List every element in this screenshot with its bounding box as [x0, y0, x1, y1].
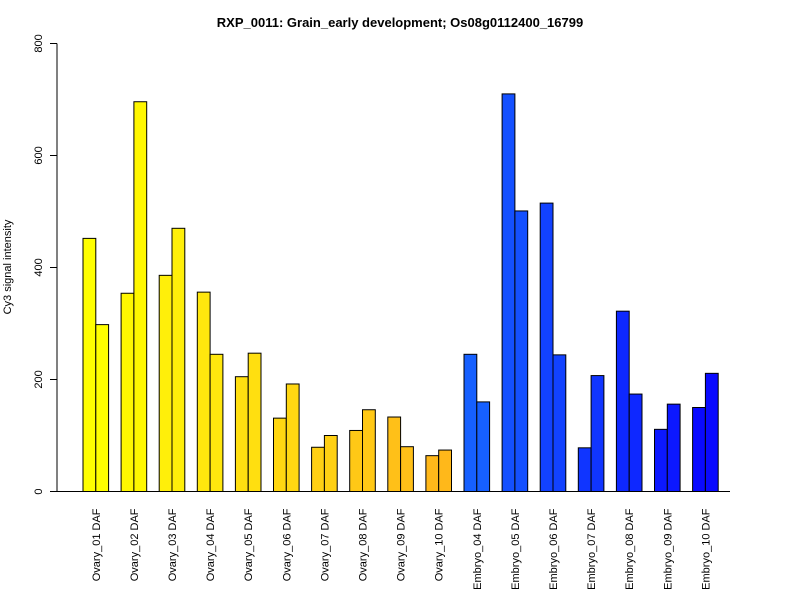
category-label: Embryo_07 DAF: [586, 508, 598, 590]
y-tick-label: 800: [33, 34, 45, 52]
category-label: Ovary_10 DAF: [434, 508, 446, 581]
bar: [476, 401, 491, 492]
y-axis-label: Cy3 signal intensity: [2, 219, 14, 314]
bar: [514, 210, 529, 492]
bar: [628, 393, 643, 492]
y-tick-label: 400: [33, 258, 45, 276]
bar: [539, 202, 554, 492]
bar: [82, 237, 97, 492]
bars: [82, 93, 719, 493]
bar: [577, 447, 592, 493]
category-label: Ovary_05 DAF: [243, 508, 255, 581]
y-tick-label: 0: [33, 488, 45, 494]
bar: [704, 372, 719, 492]
bar: [425, 455, 440, 493]
category-label: Embryo_09 DAF: [662, 508, 674, 590]
y-tick-label: 600: [33, 146, 45, 164]
category-labels: Ovary_01 DAF Ovary_02 DAF Ovary_03 DAF Ovar…: [91, 508, 713, 590]
category-label: Ovary_03 DAF: [167, 508, 179, 581]
bar: [311, 446, 325, 493]
bar: [133, 101, 148, 493]
bar: [209, 353, 224, 492]
bar: [654, 428, 668, 492]
bar: [234, 376, 249, 493]
bar: [387, 416, 402, 492]
bar: [692, 407, 706, 492]
bar: [323, 435, 338, 492]
bar: [666, 403, 681, 493]
bar: [400, 446, 414, 493]
y-tick-label: 200: [33, 370, 45, 388]
bar: [273, 417, 287, 493]
bar: [362, 409, 376, 492]
bar: [247, 352, 262, 492]
bar: [590, 375, 605, 492]
bar: [95, 324, 110, 492]
category-label: Embryo_08 DAF: [624, 508, 636, 590]
bar: [285, 383, 300, 493]
category-label: Ovary_07 DAF: [319, 508, 331, 581]
bar: [501, 93, 516, 493]
bar: [438, 449, 453, 492]
bar: [171, 227, 186, 493]
bar: [615, 310, 630, 492]
category-label: Ovary_08 DAF: [358, 508, 370, 581]
bar: [158, 274, 173, 492]
category-label: Embryo_06 DAF: [548, 508, 560, 590]
bar: [349, 429, 364, 492]
bar: [552, 354, 567, 492]
bar: [120, 292, 135, 493]
category-label: Ovary_09 DAF: [396, 508, 408, 581]
category-label: Ovary_06 DAF: [281, 508, 293, 581]
chart-title: RXP_0011: Grain_early development; Os08g…: [217, 15, 583, 30]
bar: [196, 291, 211, 493]
category-label: Ovary_04 DAF: [205, 508, 217, 581]
category-label: Embryo_04 DAF: [472, 508, 484, 590]
category-label: Embryo_05 DAF: [510, 508, 522, 590]
bar: [463, 353, 478, 492]
category-label: Embryo_10 DAF: [700, 508, 712, 590]
category-label: Ovary_02 DAF: [129, 508, 141, 581]
category-label: Ovary_01 DAF: [91, 508, 103, 581]
